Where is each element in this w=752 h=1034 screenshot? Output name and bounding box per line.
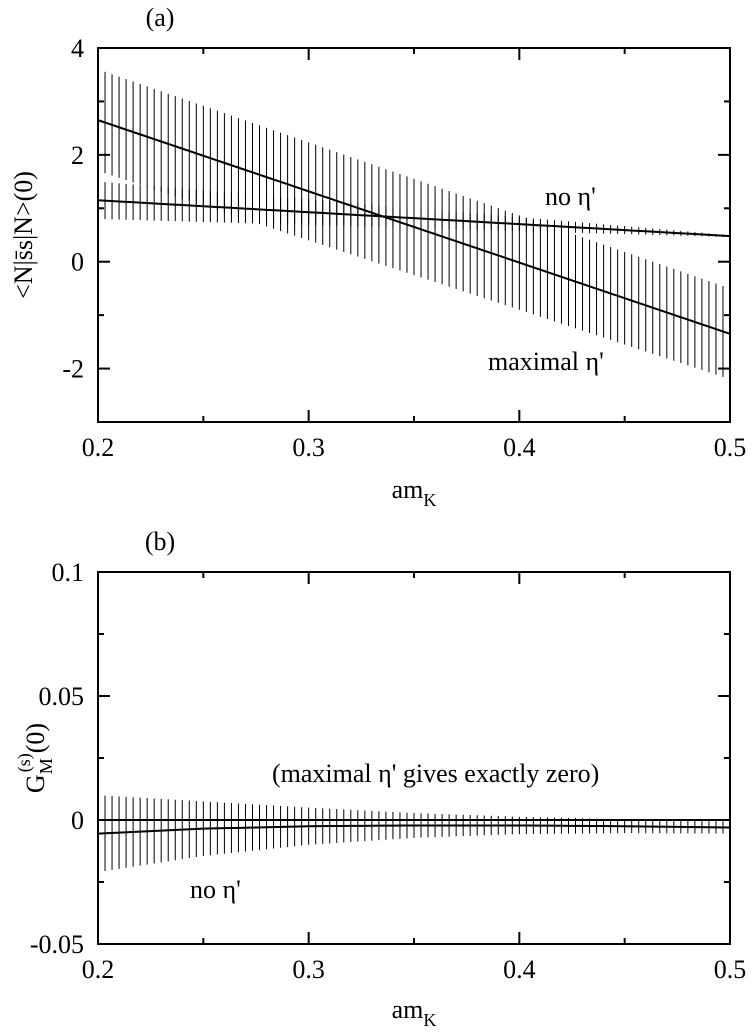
x-tick-label: 0.5	[714, 955, 747, 984]
x-tick-label: 0.2	[82, 955, 115, 984]
annotation-maximal-eta-zero: (maximal η' gives exactly zero)	[272, 759, 599, 788]
panel-b-ylabel-tail: (0)	[21, 723, 50, 753]
panel-b-xlabel: amK	[392, 995, 437, 1030]
panel-b-series-lines	[97, 819, 731, 835]
annotation-maximal-eta-a: maximal η'	[488, 347, 604, 376]
panel-a-ticks: 0.2 0.3 0.4 0.5 -2 0 2 4	[62, 34, 746, 462]
y-tick-label: -0.05	[30, 930, 84, 959]
x-tick-label: 0.5	[714, 433, 747, 462]
panel-b-xlabel-sub: K	[423, 1010, 436, 1030]
panel-b-ylabel: GM(s)(0)	[14, 723, 56, 793]
svg-text:GM(s)(0): GM(s)(0)	[14, 723, 56, 793]
y-tick-label: 0.05	[39, 682, 85, 711]
panel-a-xlabel-main: am	[392, 475, 424, 504]
x-tick-label: 0.3	[292, 433, 325, 462]
series-line-no-eta-b	[97, 824, 731, 835]
annotation-no-eta-b: no η'	[190, 875, 241, 904]
panel-b-xlabel-main: am	[392, 995, 424, 1024]
y-tick-label: 0	[71, 806, 84, 835]
y-tick-label: 4	[71, 34, 84, 63]
error-band-no-eta-b	[97, 795, 731, 873]
x-tick-label: 0.4	[503, 433, 536, 462]
x-tick-label: 0.4	[503, 955, 536, 984]
panel-a-xlabel: amK	[392, 475, 437, 510]
panel-b-ylabel-sup: (s)	[14, 753, 35, 772]
series-line-no-eta-a	[97, 199, 731, 238]
y-tick-label: 0.1	[52, 558, 85, 587]
panel-b-ylabel-main: G	[21, 774, 50, 793]
x-tick-label: 0.3	[292, 955, 325, 984]
panel-b-error-bands	[97, 795, 731, 873]
y-tick-label: -2	[62, 355, 84, 384]
panel-a-ylabel: <N|s̄s|N>(0)	[9, 171, 38, 299]
panel-a-xlabel-sub: K	[423, 490, 436, 510]
series-line-maximal-eta-a	[97, 119, 731, 335]
panel-b-ylabel-sub: M	[36, 758, 56, 774]
annotation-no-eta-a: no η'	[545, 182, 596, 211]
x-tick-label: 0.2	[82, 433, 115, 462]
panel-b-label: (b)	[145, 527, 175, 556]
panel-b-ticks: 0.2 0.3 0.4 0.5 -0.05 0 0.05 0.1	[30, 558, 746, 984]
panel-a-error-bands	[97, 69, 731, 380]
y-tick-label: 0	[71, 248, 84, 277]
panel-a: (a) 0.2 0.3 0.4 0.5 -2 0 2 4 no η' maximal η' a…	[9, 3, 746, 510]
panel-b: (b) 0.2 0.3 0.4 0.5 -0.05 0 0.05 0.1 (maximal η…	[14, 527, 746, 1030]
y-tick-label: 2	[71, 141, 84, 170]
panel-a-series-lines	[97, 119, 731, 335]
panel-a-label: (a)	[146, 3, 175, 32]
error-band-maximal-eta-a	[97, 69, 731, 380]
